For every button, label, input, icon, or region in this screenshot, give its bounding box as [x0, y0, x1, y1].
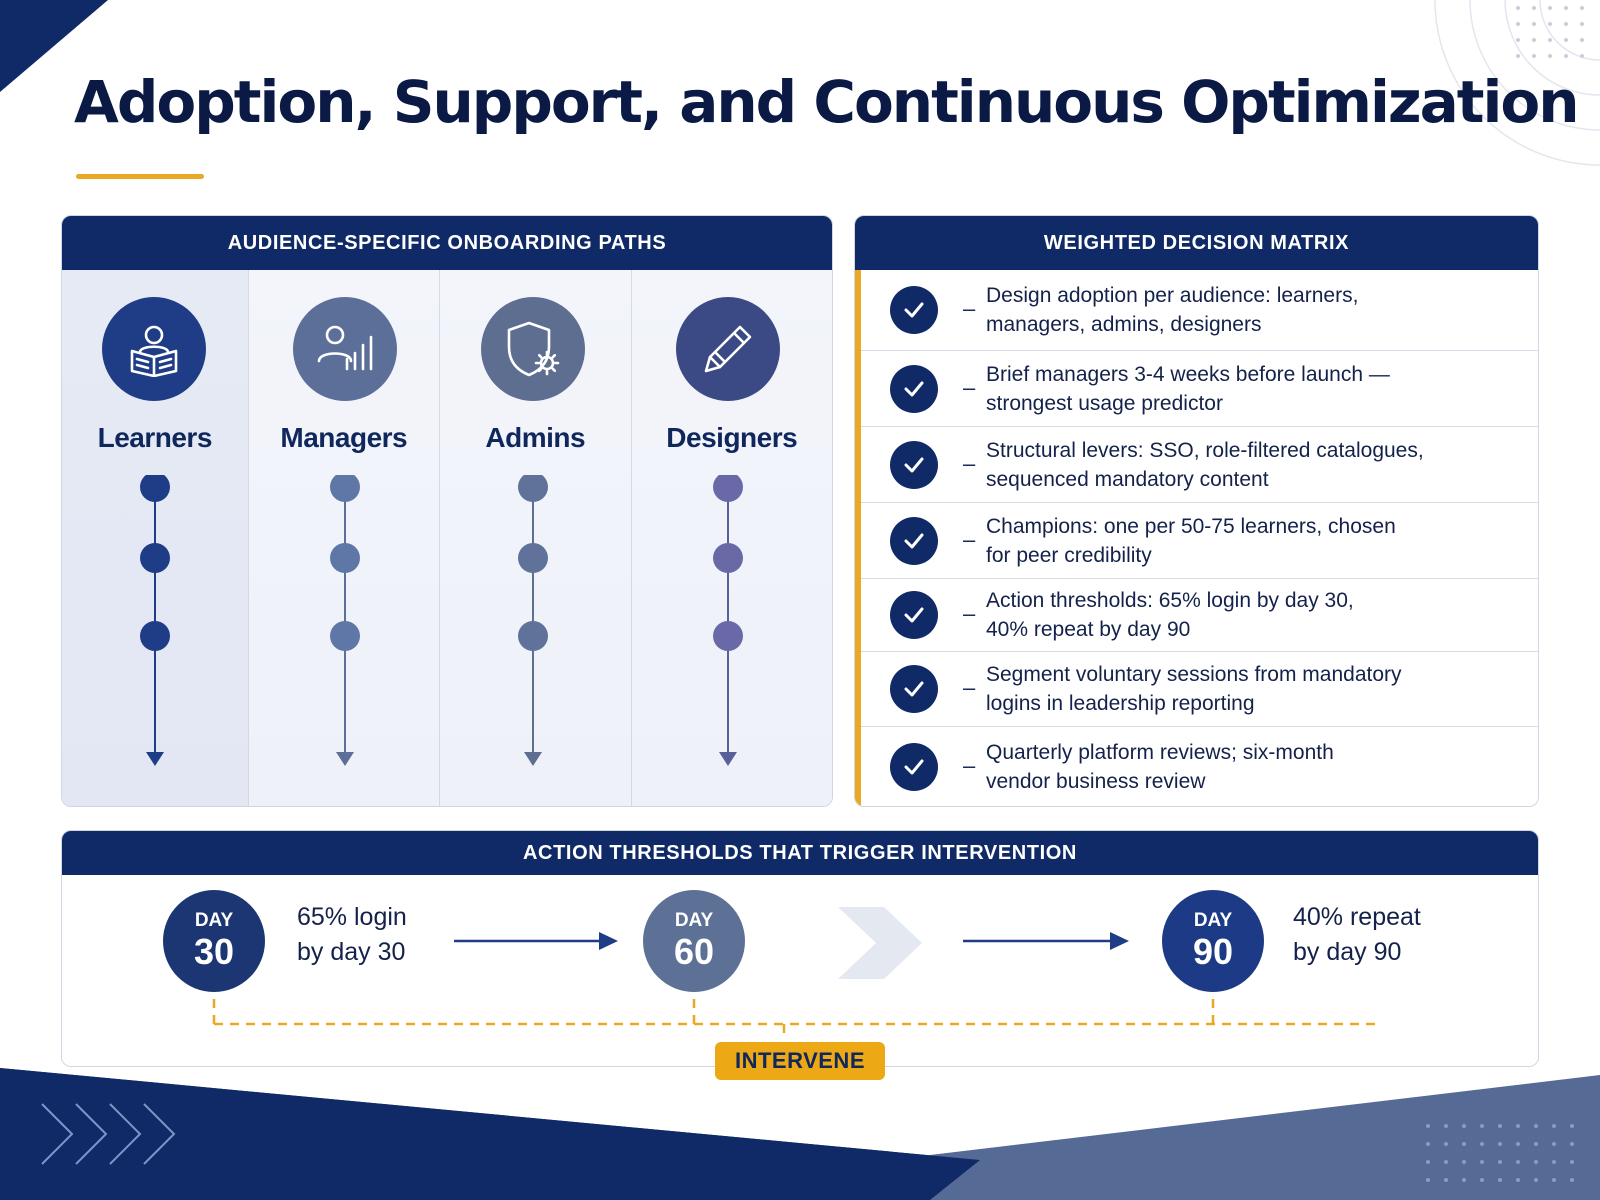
step-dot	[712, 475, 743, 502]
check-icon	[890, 364, 938, 413]
learners-avatar	[102, 297, 206, 401]
metric-day-90: 40% repeat by day 90	[1293, 903, 1421, 966]
row-dash: –	[963, 675, 976, 700]
step-dot	[140, 621, 170, 651]
step-dot	[712, 621, 743, 651]
decision-matrix-panel: WEIGHTED DECISION MATRIX – Design adopti…	[854, 215, 1539, 807]
step-dot	[329, 475, 360, 502]
check-icon	[890, 516, 938, 565]
matrix-row-text: Segment voluntary sessions from mandator…	[986, 663, 1402, 715]
matrix-row: – Quarterly platform reviews; six-month v…	[861, 727, 1538, 806]
matrix-row: – Champions: one per 50-75 learners, cho…	[861, 503, 1538, 579]
decision-matrix-body: – Design adoption per audience: learners…	[855, 270, 1538, 806]
matrix-accent-bar	[855, 270, 861, 806]
step-dot	[518, 621, 549, 651]
decision-matrix-header: WEIGHTED DECISION MATRIX	[855, 216, 1538, 270]
page-title: Adoption, Support, and Continuous Optimi…	[74, 68, 1580, 136]
day-90-badge: DAY 90	[1162, 890, 1264, 992]
check-icon	[890, 440, 938, 489]
admins-step-timeline	[518, 475, 549, 766]
title-underline	[76, 174, 204, 179]
intervene-badge: INTERVENE	[715, 1042, 885, 1080]
matrix-row-text: Quarterly platform reviews; six-month ven…	[986, 740, 1334, 793]
matrix-row-text: Brief managers 3-4 weeks before launch —…	[986, 362, 1390, 415]
matrix-row-text: Structural levers: SSO, role-filtered ca…	[986, 438, 1424, 491]
check-icon	[890, 591, 938, 639]
corner-triangle	[0, 0, 108, 92]
footer-chevrons-icon	[41, 1103, 176, 1165]
onboarding-paths-body: Learners Managers	[62, 270, 832, 806]
matrix-row: – Brief managers 3-4 weeks before launch…	[861, 351, 1538, 427]
row-dash: –	[963, 752, 976, 778]
path-column-designers: Designers	[631, 270, 832, 806]
step-dot	[712, 543, 743, 573]
footer-light-band	[930, 1075, 1600, 1200]
day-60-badge: DAY 60	[643, 890, 745, 992]
path-label-learners: Learners	[97, 422, 213, 453]
pencil-icon	[704, 325, 751, 373]
designers-avatar	[675, 297, 780, 401]
path-label-managers: Managers	[280, 422, 408, 453]
managers-step-timeline	[329, 475, 360, 766]
step-dot	[518, 543, 549, 573]
thresholds-body: DAY 30 65% login by day 30 DAY 60 DAY 90 …	[62, 875, 1538, 1066]
shield-gear-icon	[507, 321, 560, 377]
chevron-right-icon	[838, 907, 922, 979]
metric-day-30: 65% login by day 30	[297, 903, 407, 966]
day-number: 30	[193, 931, 235, 972]
step-dot	[140, 543, 170, 573]
manager-chart-icon	[317, 325, 372, 371]
footer-dots	[1426, 1124, 1574, 1182]
row-dash: –	[963, 296, 976, 321]
path-label-designers: Designers	[666, 422, 798, 453]
onboarding-paths-header: AUDIENCE-SPECIFIC ONBOARDING PATHS	[62, 216, 832, 270]
row-dash: –	[963, 374, 976, 400]
thresholds-header: ACTION THRESHOLDS THAT TRIGGER INTERVENT…	[62, 831, 1538, 875]
check-icon	[890, 742, 938, 791]
designers-step-timeline	[712, 475, 743, 766]
path-column-admins: Admins	[440, 270, 632, 806]
day-30-badge: DAY 30	[163, 890, 265, 992]
matrix-row: – Action thresholds: 65% login by day 30…	[861, 579, 1538, 652]
matrix-row: – Design adoption per audience: learners…	[861, 270, 1538, 351]
matrix-row-text: Champions: one per 50-75 learners, chose…	[986, 514, 1396, 567]
check-icon	[890, 665, 938, 713]
matrix-row: – Segment voluntary sessions from mandat…	[861, 652, 1538, 727]
top-dots	[1516, 6, 1584, 58]
day-number: 60	[673, 931, 715, 972]
path-column-managers: Managers	[248, 270, 441, 806]
thresholds-panel: ACTION THRESHOLDS THAT TRIGGER INTERVENT…	[61, 830, 1539, 1067]
learner-reading-icon	[130, 325, 178, 377]
path-label-admins: Admins	[485, 422, 586, 453]
onboarding-paths-panel: AUDIENCE-SPECIFIC ONBOARDING PATHS Learn…	[61, 215, 833, 807]
day-word: DAY	[1193, 910, 1233, 931]
admins-avatar	[481, 297, 586, 401]
matrix-row: – Structural levers: SSO, role-filtered …	[861, 427, 1538, 503]
row-dash: –	[963, 450, 976, 476]
matrix-row-text: Design adoption per audience: learners, m…	[986, 284, 1359, 336]
path-column-learners: Learners	[62, 270, 249, 806]
step-dot	[329, 543, 360, 573]
day-word: DAY	[674, 910, 714, 931]
step-dot	[329, 621, 360, 651]
day-number: 90	[1192, 931, 1234, 972]
learners-step-timeline	[140, 475, 170, 766]
day-word: DAY	[194, 910, 234, 931]
matrix-row-text: Action thresholds: 65% login by day 30, 4…	[986, 589, 1354, 641]
step-dot	[518, 475, 549, 502]
step-dot	[140, 475, 170, 502]
check-icon	[890, 286, 938, 334]
row-dash: –	[963, 601, 976, 626]
managers-avatar	[292, 297, 397, 401]
row-dash: –	[963, 526, 976, 552]
